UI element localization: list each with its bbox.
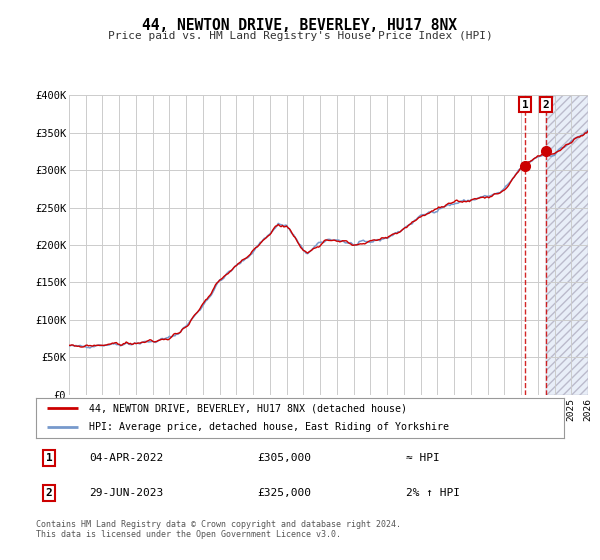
- Text: 1: 1: [46, 453, 53, 463]
- Text: HPI: Average price, detached house, East Riding of Yorkshire: HPI: Average price, detached house, East…: [89, 422, 449, 432]
- Text: 04-APR-2022: 04-APR-2022: [89, 453, 163, 463]
- Text: Price paid vs. HM Land Registry's House Price Index (HPI): Price paid vs. HM Land Registry's House …: [107, 31, 493, 41]
- Text: 2% ↑ HPI: 2% ↑ HPI: [406, 488, 460, 498]
- Text: 44, NEWTON DRIVE, BEVERLEY, HU17 8NX (detached house): 44, NEWTON DRIVE, BEVERLEY, HU17 8NX (de…: [89, 404, 407, 413]
- Text: £305,000: £305,000: [258, 453, 312, 463]
- Text: 2: 2: [46, 488, 53, 498]
- Text: 2: 2: [543, 100, 550, 110]
- Bar: [546, 95, 588, 395]
- Text: ≈ HPI: ≈ HPI: [406, 453, 439, 463]
- Bar: [546, 95, 588, 395]
- Text: Contains HM Land Registry data © Crown copyright and database right 2024.
This d: Contains HM Land Registry data © Crown c…: [36, 520, 401, 539]
- Text: £325,000: £325,000: [258, 488, 312, 498]
- Text: 44, NEWTON DRIVE, BEVERLEY, HU17 8NX: 44, NEWTON DRIVE, BEVERLEY, HU17 8NX: [143, 18, 458, 33]
- Text: 29-JUN-2023: 29-JUN-2023: [89, 488, 163, 498]
- Text: 1: 1: [522, 100, 529, 110]
